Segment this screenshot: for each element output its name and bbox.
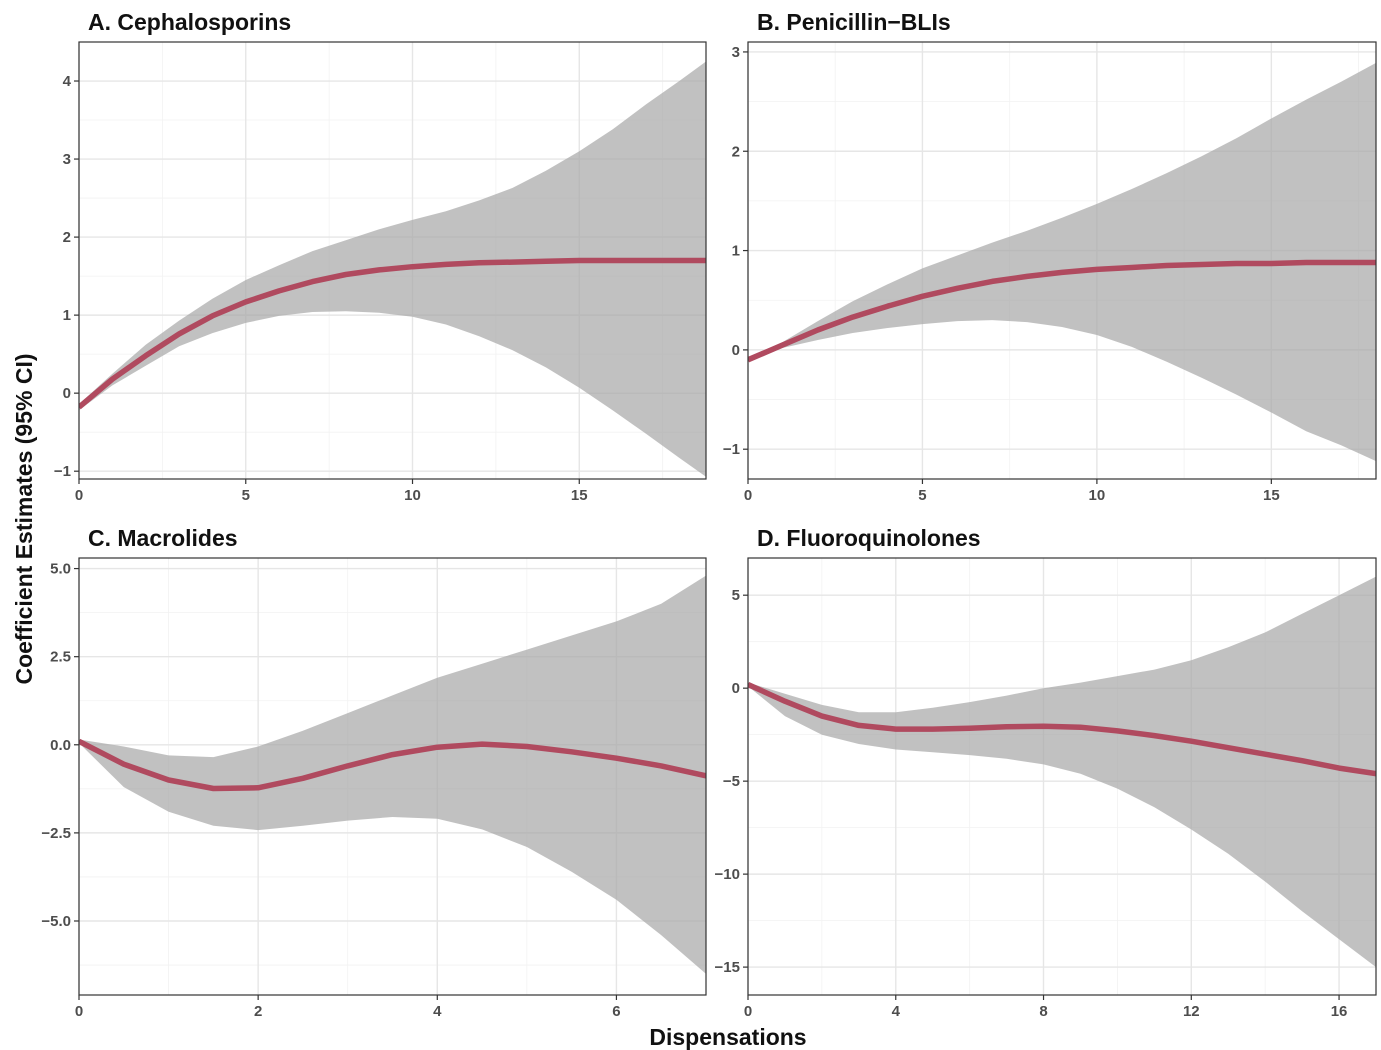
panel-border-fluoroquinolones <box>747 557 1377 996</box>
x-tick-label: 10 <box>404 487 421 504</box>
series-fluoroquinolones <box>748 576 1376 968</box>
panel-title-fluoroquinolones: D. Fluoroquinolones <box>757 525 981 551</box>
panel-title-penicillin-blis: B. Penicillin−BLIs <box>757 9 951 35</box>
y-axis-title: Coefficient Estimates (95% CI) <box>11 353 37 684</box>
y-tick-label: 3 <box>732 44 740 61</box>
y-tick-label: −2.5 <box>41 825 71 842</box>
estimate-line-penicillin-blis <box>748 259 1376 363</box>
y-tick-label: 5.0 <box>50 561 71 578</box>
estimate-line-fluoroquinolones <box>748 681 1376 777</box>
estimate-line-cephalosporins <box>79 257 706 410</box>
x-tick-label: 0 <box>744 487 752 504</box>
x-tick-label: 10 <box>1089 487 1106 504</box>
y-tick-label: 4 <box>63 73 72 90</box>
panel-title-macrolides: C. Macrolides <box>88 525 238 551</box>
confidence-band-penicillin-blis <box>748 62 1376 462</box>
y-tick-label: −5 <box>723 773 740 790</box>
x-tick-label: 2 <box>254 1003 262 1020</box>
x-tick-label: 15 <box>1263 487 1280 504</box>
y-tick-label: 1 <box>63 307 71 324</box>
estimate-line-macrolides <box>79 738 706 792</box>
y-tick-label: −5.0 <box>41 913 71 930</box>
x-tick-label: 6 <box>612 1003 620 1020</box>
confidence-band-macrolides <box>79 575 706 974</box>
x-tick-label: 15 <box>571 487 588 504</box>
x-tick-label: 12 <box>1183 1003 1200 1020</box>
y-tick-label: 0 <box>732 680 740 697</box>
panel-border-macrolides <box>78 557 707 996</box>
x-tick-label: 0 <box>75 1003 83 1020</box>
y-tick-label: −1 <box>54 463 71 480</box>
y-tick-label: 0 <box>63 385 71 402</box>
x-tick-label: 5 <box>918 487 926 504</box>
y-tick-label: 2 <box>732 143 740 160</box>
x-axis-title: Dispensations <box>649 1024 806 1050</box>
series-penicillin-blis <box>748 62 1376 462</box>
y-tick-label: 0 <box>732 342 740 359</box>
x-tick-label: 5 <box>242 487 250 504</box>
x-tick-label: 0 <box>75 487 83 504</box>
y-tick-label: 2 <box>63 229 71 246</box>
y-tick-label: 5 <box>732 587 740 604</box>
y-tick-label: 2.5 <box>50 649 71 666</box>
panel-macrolides: C. Macrolides 0 2 4 6 −5.0 −2.5 0.0 2.5 5.0 <box>41 525 707 1020</box>
y-tick-label: 1 <box>732 243 740 260</box>
y-tick-label: −10 <box>715 866 740 883</box>
panel-border-penicillin-blis <box>747 41 1377 480</box>
y-tick-label: 0.0 <box>50 737 71 754</box>
x-tick-label: 4 <box>433 1003 442 1020</box>
x-tick-label: 16 <box>1331 1003 1348 1020</box>
y-tick-label: 3 <box>63 151 71 168</box>
panel-fluoroquinolones: D. Fluoroquinolones 0 4 8 12 16 −15 −10 −5 0 5 <box>715 525 1377 1020</box>
x-tick-label: 4 <box>892 1003 901 1020</box>
x-tick-label: 0 <box>744 1003 752 1020</box>
panel-border-cephalosporins <box>78 41 707 480</box>
x-tick-label: 8 <box>1039 1003 1047 1020</box>
y-tick-label: −1 <box>723 441 740 458</box>
confidence-band-fluoroquinolones <box>748 576 1376 968</box>
panel-penicillin-blis: B. Penicillin−BLIs 0 5 10 15 −1 0 1 2 3 <box>723 9 1377 504</box>
series-macrolides <box>79 575 706 974</box>
series-cephalosporins <box>79 61 706 477</box>
panel-title-cephalosporins: A. Cephalosporins <box>88 9 291 35</box>
y-tick-label: −15 <box>715 959 740 976</box>
